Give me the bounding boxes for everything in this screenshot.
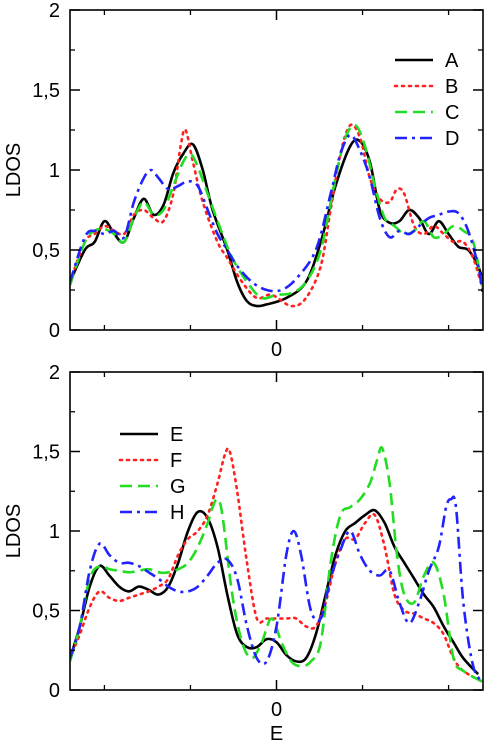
legend-label-H: H (170, 502, 184, 524)
legend-label-B: B (445, 76, 458, 98)
y-tick-label: 0 (49, 680, 60, 702)
x-tick-label: 0 (271, 699, 282, 721)
y-tick-label: 1 (49, 521, 60, 543)
series-line-F (70, 447, 483, 684)
legend-label-D: D (445, 128, 459, 150)
series-line-H (70, 495, 483, 683)
legend-label-C: C (445, 102, 459, 124)
series-line-B (70, 123, 483, 308)
y-tick-label: 0,5 (32, 240, 60, 262)
y-axis-title: LDOS (3, 143, 25, 197)
y-axis-title: LDOS (3, 504, 25, 558)
y-tick-label: 1,5 (32, 442, 60, 464)
series-line-C (70, 123, 483, 300)
series-group (70, 123, 483, 308)
y-tick-label: 1,5 (32, 80, 60, 102)
x-axis-title: E (270, 723, 283, 745)
series-group (70, 446, 483, 684)
series-line-G (70, 446, 483, 684)
y-tick-label: 0 (49, 320, 60, 342)
series-line-D (70, 133, 483, 296)
x-tick-label: 0 (271, 339, 282, 361)
series-line-E (70, 508, 480, 676)
y-tick-label: 1 (49, 160, 60, 182)
legend-label-E: E (170, 424, 183, 446)
legend-label-F: F (170, 450, 182, 472)
legend-label-G: G (170, 476, 186, 498)
y-tick-label: 2 (49, 0, 60, 22)
plot-frame (69, 9, 484, 331)
legend-label-A: A (445, 50, 459, 72)
y-tick-label: 2 (49, 362, 60, 384)
y-tick-label: 0,5 (32, 601, 60, 623)
